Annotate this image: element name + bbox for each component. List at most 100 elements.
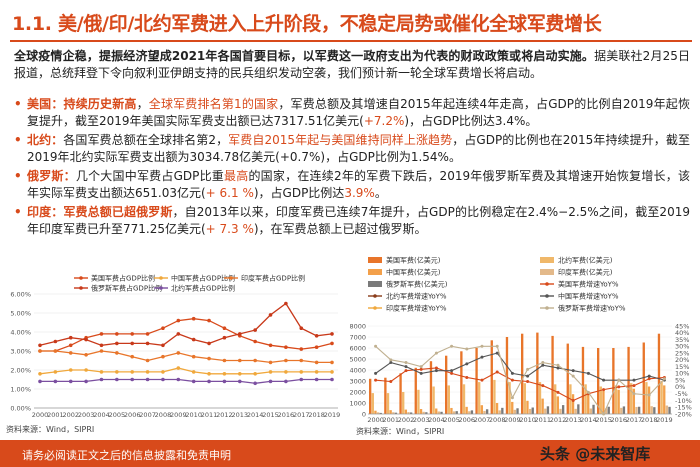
data-point bbox=[647, 393, 651, 397]
x-tick-label: 2014 bbox=[580, 416, 597, 424]
data-point bbox=[38, 372, 42, 376]
bar bbox=[485, 409, 489, 414]
legend-swatch bbox=[368, 281, 382, 287]
bullet-dot: • bbox=[14, 97, 22, 111]
data-point bbox=[99, 377, 104, 382]
bar bbox=[531, 407, 534, 414]
bullet-highlight: 持续历史新高 bbox=[63, 97, 137, 111]
legend-label: 中国军费(亿美元) bbox=[386, 268, 441, 277]
x-tick-label: 2014 bbox=[247, 411, 264, 419]
bar bbox=[642, 342, 645, 414]
footer-bar: 请务必阅读正文之后的信息披露和免责申明 bbox=[0, 440, 700, 467]
data-point bbox=[130, 341, 135, 346]
bar bbox=[516, 408, 519, 414]
bar bbox=[612, 348, 615, 414]
bar bbox=[602, 390, 605, 414]
data-point bbox=[207, 356, 211, 361]
bullet-text: + 6.1 % bbox=[205, 185, 254, 200]
data-point bbox=[191, 370, 196, 374]
data-point bbox=[450, 369, 454, 373]
legend-label: 美国军费增速YoY% bbox=[558, 280, 619, 289]
legend-marker bbox=[373, 306, 377, 310]
bullet-item: • 北约：各国军费总额在全球排名第2，军费自2015年起与美国维持同样上涨趋势，占… bbox=[14, 132, 690, 165]
bar bbox=[440, 411, 443, 414]
data-point bbox=[130, 370, 135, 374]
bullet-dot: • bbox=[14, 169, 22, 183]
data-point bbox=[99, 343, 104, 348]
data-point bbox=[602, 388, 606, 392]
bar bbox=[435, 408, 438, 414]
data-point bbox=[99, 349, 104, 353]
bullet-text: )，占GDP比例达 bbox=[253, 185, 345, 200]
x-tick-label: 2012 bbox=[216, 411, 233, 419]
bar bbox=[635, 406, 638, 414]
y-tick-label: 2.00% bbox=[10, 366, 31, 374]
bar bbox=[422, 411, 425, 414]
bar bbox=[538, 382, 542, 414]
bullet-text: 几个大国中军费占GDP比重 bbox=[75, 169, 225, 183]
y-tick-label: 5.00% bbox=[10, 309, 31, 317]
bar bbox=[386, 393, 390, 414]
data-point bbox=[253, 339, 257, 344]
data-point bbox=[284, 301, 288, 306]
bar bbox=[622, 406, 626, 414]
x-tick-label: 2009 bbox=[170, 411, 187, 419]
y2-tick-label: -15% bbox=[675, 404, 692, 412]
legend-swatch bbox=[368, 257, 382, 263]
data-point bbox=[115, 377, 119, 382]
data-point bbox=[465, 347, 469, 351]
title-rule bbox=[10, 40, 692, 42]
bar bbox=[371, 393, 374, 414]
data-point bbox=[53, 370, 58, 374]
bar bbox=[513, 409, 517, 414]
data-point bbox=[191, 316, 196, 321]
x-tick-label: 2010 bbox=[185, 411, 202, 419]
bar bbox=[478, 382, 481, 414]
growth-line bbox=[375, 367, 665, 402]
data-point bbox=[161, 326, 165, 330]
bar bbox=[587, 392, 590, 414]
bar bbox=[493, 379, 496, 414]
data-point bbox=[495, 351, 499, 355]
bar bbox=[566, 343, 569, 414]
bar bbox=[581, 346, 585, 414]
legend-marker bbox=[159, 286, 163, 290]
y2-tick-label: 35% bbox=[675, 336, 689, 344]
bar bbox=[480, 405, 484, 414]
y-tick-label: 0.00% bbox=[10, 404, 31, 412]
bullet-text: 3.9% bbox=[344, 185, 375, 200]
bar bbox=[490, 340, 493, 414]
bar bbox=[660, 381, 663, 414]
data-point bbox=[541, 363, 545, 367]
bar bbox=[544, 408, 547, 414]
data-point bbox=[268, 313, 273, 317]
data-point bbox=[84, 368, 88, 372]
bullet-text: ，军费总额及其增速自2015年起连续4年走高，占GDP的比例自2019年起恢复提… bbox=[27, 97, 690, 128]
data-point bbox=[176, 318, 181, 323]
bullet-text: 的国家，在连续2年的军费下跌后，2019年俄罗斯军费及其增速开始恢复增长，该年实… bbox=[27, 169, 690, 200]
bullet-text: ，占GDP的比例也在2015年持续提升，截至2019年北约实际军费支出额为303… bbox=[27, 133, 690, 164]
data-point bbox=[53, 379, 58, 384]
data-point bbox=[465, 375, 469, 379]
bullet-label: 俄罗斯： bbox=[27, 169, 76, 183]
data-point bbox=[299, 370, 304, 374]
data-point bbox=[99, 332, 104, 336]
bar bbox=[392, 412, 395, 414]
data-point bbox=[130, 332, 135, 336]
bar bbox=[498, 410, 501, 414]
bar bbox=[470, 410, 474, 414]
y-tick-label: 1000 bbox=[349, 399, 366, 407]
data-point bbox=[647, 377, 651, 381]
data-point bbox=[419, 371, 423, 375]
bullet-dot: • bbox=[14, 205, 22, 219]
bar bbox=[419, 409, 423, 414]
data-point bbox=[237, 358, 242, 363]
legend-label: 印度军费增速YoY% bbox=[386, 304, 447, 313]
bar bbox=[508, 382, 511, 414]
data-point bbox=[299, 377, 304, 382]
data-point bbox=[53, 349, 58, 353]
data-point bbox=[115, 341, 119, 346]
data-point bbox=[145, 332, 150, 336]
legend-marker bbox=[545, 282, 549, 286]
x-tick-label: 2019 bbox=[324, 411, 341, 419]
